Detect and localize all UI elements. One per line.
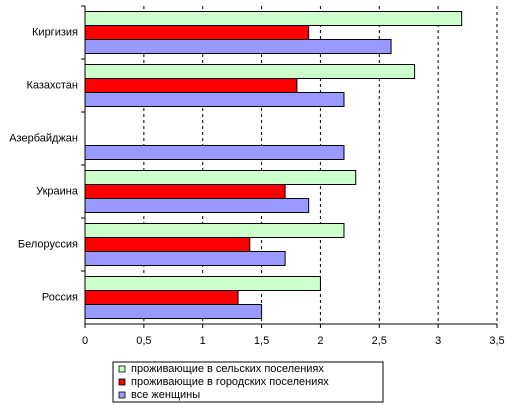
x-tick-label: 2,5	[372, 335, 387, 347]
bar	[84, 92, 345, 107]
bar	[84, 25, 310, 40]
legend-swatch	[118, 365, 126, 373]
bar	[84, 223, 345, 238]
legend-label: все женщины	[131, 389, 200, 401]
x-tick-label: 1	[200, 335, 206, 347]
legend-label: проживающие в городских поселениях	[131, 376, 329, 388]
y-tick-label: Россия	[42, 291, 78, 303]
x-tick-label: 3	[435, 335, 441, 347]
y-tick-label: Казахстан	[26, 79, 78, 91]
y-tick-label: Азербайджан	[9, 132, 78, 144]
bar	[84, 290, 239, 305]
bar	[84, 304, 263, 319]
legend-box	[112, 361, 384, 403]
bar	[84, 251, 286, 266]
bar	[84, 145, 345, 160]
bar	[84, 78, 298, 93]
legend-label: проживающие в сельских поселениях	[131, 363, 324, 375]
x-tick-label: 1,5	[254, 335, 269, 347]
y-tick-label: Украина	[36, 185, 79, 197]
legend-swatch	[118, 391, 126, 399]
x-tick-label: 0	[82, 335, 88, 347]
bar	[84, 237, 251, 252]
x-tick-label: 2	[317, 335, 323, 347]
bar	[84, 276, 321, 291]
bar	[84, 184, 286, 199]
bar	[84, 11, 463, 26]
y-tick-label: Киргизия	[32, 26, 78, 38]
legend-swatch	[118, 378, 126, 386]
y-tick-label: Белоруссия	[18, 238, 78, 250]
bar	[84, 198, 310, 213]
x-tick-label: 0,5	[136, 335, 151, 347]
bar	[84, 39, 392, 54]
x-tick-label: 3,5	[489, 335, 504, 347]
bar	[84, 170, 357, 185]
bar	[84, 64, 416, 79]
